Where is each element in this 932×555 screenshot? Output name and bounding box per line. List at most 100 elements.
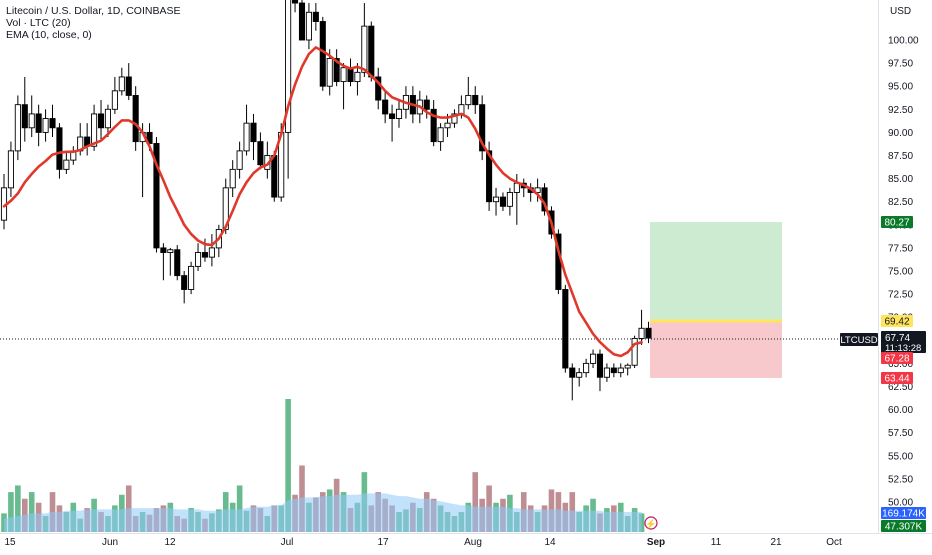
volume-bar: [15, 485, 21, 532]
time-tick-label[interactable]: 11: [711, 537, 722, 548]
lightning-icon[interactable]: ⚡: [645, 518, 656, 530]
candle-body: [631, 338, 638, 366]
legend-volume[interactable]: Vol · LTC (20): [6, 17, 71, 29]
event-marker[interactable]: ⚡: [644, 516, 658, 530]
vol-badge-text: 47.307K: [885, 522, 923, 533]
candle-body: [21, 104, 28, 129]
candle-body: [49, 118, 56, 129]
price-tick-label[interactable]: 75.00: [888, 267, 913, 278]
candle-body: [430, 108, 437, 143]
candle-body: [333, 58, 340, 83]
candle-body: [56, 127, 63, 170]
ema-badge-text: 67.28: [884, 354, 909, 365]
candle-body: [271, 155, 278, 198]
countdown-text: 11:13:28: [885, 343, 921, 354]
price-tick-label[interactable]: 95.00: [888, 82, 913, 93]
symbol-badge: LTCUSD: [840, 333, 878, 346]
currency-label[interactable]: USD: [890, 6, 911, 17]
event-marker-circle[interactable]: [644, 516, 658, 530]
time-tick-label[interactable]: 17: [377, 537, 389, 548]
time-tick-label[interactable]: Sep: [647, 537, 665, 548]
stop-badge-text: 63.44: [884, 374, 909, 385]
candle-body: [132, 94, 139, 143]
candle-body: [153, 143, 160, 249]
price-tick-label[interactable]: 55.00: [888, 451, 913, 462]
candle-body: [437, 127, 444, 143]
price-tick-label[interactable]: 87.50: [888, 151, 913, 162]
price-tick-label[interactable]: 60.00: [888, 405, 913, 416]
stop-zone[interactable]: [650, 321, 782, 378]
stop-badge-bg: [881, 372, 913, 384]
candle-body: [513, 182, 520, 193]
candle-body: [174, 249, 181, 277]
ema-line[interactable]: [2, 46, 643, 358]
price-tick-label[interactable]: 77.50: [888, 243, 913, 254]
candle-body: [285, 0, 292, 133]
candle-body: [292, 0, 299, 4]
volume-bar: [285, 399, 291, 532]
candle-body: [340, 67, 347, 83]
price-tick-label[interactable]: 52.50: [888, 474, 913, 485]
candle-body: [181, 275, 188, 290]
price-tick-label[interactable]: 62.50: [888, 382, 913, 393]
candle-body: [451, 113, 458, 124]
price-tick-label[interactable]: 50.00: [888, 498, 913, 509]
price-tick-label[interactable]: 90.00: [888, 128, 913, 139]
entry-badge-text: 69.42: [884, 317, 909, 328]
candle-body: [590, 353, 597, 364]
candle-body: [194, 252, 202, 267]
price-tick-label[interactable]: 92.50: [888, 105, 913, 116]
target-zone[interactable]: [650, 222, 782, 321]
time-tick-label[interactable]: Jun: [102, 537, 118, 548]
candles: [0, 0, 652, 401]
candle-body: [222, 187, 229, 230]
candle-body: [118, 76, 125, 92]
time-tick-label[interactable]: 12: [164, 537, 176, 548]
candle-body: [298, 2, 306, 41]
price-tick-label[interactable]: 100.00: [888, 36, 919, 47]
volume-bar: [8, 492, 14, 532]
candle-body: [208, 247, 215, 258]
candle-body: [361, 25, 368, 73]
price-axis[interactable]: 100.00 97.50 95.00 92.50 90.00 87.50 85.00 82.5…: [888, 36, 919, 509]
legend-title[interactable]: Litecoin / U.S. Dollar, 1D, COINBASE: [6, 5, 181, 17]
candle-body: [610, 367, 617, 374]
candle-body: [14, 104, 21, 152]
entry-badge: 69.42: [881, 315, 913, 328]
candle-body: [167, 249, 174, 253]
candle-body: [583, 362, 590, 374]
candle-body: [603, 367, 610, 378]
candle-body: [368, 25, 375, 78]
price-tick-label[interactable]: 85.00: [888, 174, 913, 185]
legend: Litecoin / U.S. Dollar, 1D, COINBASE Vol…: [6, 5, 180, 41]
vol-ma-badge: 169.174K: [881, 507, 926, 520]
candle-body: [465, 94, 472, 106]
vol-ma-badge-bg: [881, 507, 926, 519]
candle-body: [534, 187, 541, 193]
time-tick-label[interactable]: 14: [544, 537, 556, 548]
time-tick-label[interactable]: Jul: [281, 537, 294, 548]
time-tick-label[interactable]: Aug: [464, 537, 482, 548]
time-axis[interactable]: 15 Jun 12 Jul 17 Aug 14 Sep 11 21 Oct: [4, 537, 842, 548]
legend-ema[interactable]: EMA (10, close, 0): [6, 29, 92, 41]
price-tick-label[interactable]: 97.50: [888, 59, 913, 70]
candle-body: [382, 99, 389, 115]
last-price-badge: 67.74 11:13:28: [881, 331, 926, 354]
price-tick-label[interactable]: 65.00: [888, 359, 913, 370]
candle-body: [188, 265, 195, 290]
price-tick-label[interactable]: 82.50: [888, 197, 913, 208]
candle-body: [250, 122, 257, 143]
time-tick-label[interactable]: Oct: [826, 537, 842, 548]
vol-badge: 47.307K: [881, 520, 926, 533]
target-badge-text: 80.27: [884, 218, 909, 229]
price-tick-label[interactable]: 57.50: [888, 428, 913, 439]
candle-body: [111, 90, 118, 110]
time-tick-label[interactable]: 21: [770, 537, 782, 548]
candle-body: [444, 122, 451, 129]
candle-body: [499, 196, 507, 207]
price-tick-label[interactable]: 72.50: [888, 290, 913, 301]
time-tick-label[interactable]: 15: [4, 537, 16, 548]
candle-body: [125, 76, 132, 96]
